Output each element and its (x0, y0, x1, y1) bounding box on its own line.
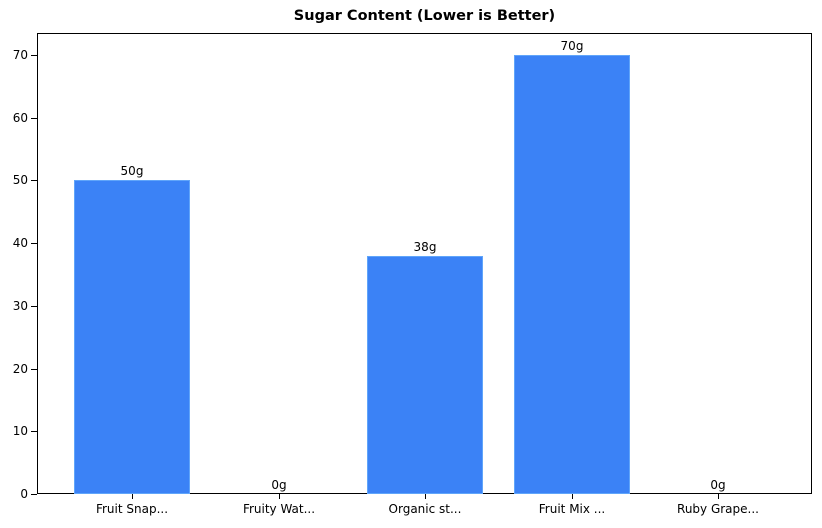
y-tick-label: 30 (12, 299, 28, 313)
y-tick-label: 20 (12, 362, 28, 376)
bar-value-label: 70g (560, 39, 584, 53)
y-tick-label: 0 (20, 487, 28, 501)
x-tick-label: Fruity Wat... (242, 502, 316, 516)
y-tick (31, 306, 37, 307)
y-tick (31, 118, 37, 119)
x-tick-label: Organic st... (388, 502, 462, 516)
y-tick-label: 70 (12, 48, 28, 62)
y-tick (31, 243, 37, 244)
x-tick (425, 494, 426, 499)
bar (514, 55, 630, 494)
bar (367, 256, 483, 494)
y-tick (31, 369, 37, 370)
x-tick-label: Ruby Grape... (677, 502, 759, 516)
y-tick-label: 50 (12, 173, 28, 187)
x-tick-label: Fruit Mix ... (538, 502, 606, 516)
chart-title: Sugar Content (Lower is Better) (293, 8, 556, 24)
bar-value-label: 38g (413, 240, 437, 254)
y-tick-label: 60 (12, 111, 28, 125)
y-tick (31, 431, 37, 432)
y-tick (31, 494, 37, 495)
x-tick (572, 494, 573, 499)
x-tick-label: Fruit Snap... (95, 502, 169, 516)
x-tick (279, 494, 280, 499)
y-tick-label: 10 (12, 424, 28, 438)
bar (74, 180, 190, 494)
x-tick (132, 494, 133, 499)
x-tick (718, 494, 719, 499)
bar-value-label: 50g (120, 164, 144, 178)
bar-value-label: 0g (271, 478, 287, 492)
y-tick (31, 180, 37, 181)
bar-value-label: 0g (710, 478, 726, 492)
y-tick (31, 55, 37, 56)
y-tick-label: 40 (12, 236, 28, 250)
